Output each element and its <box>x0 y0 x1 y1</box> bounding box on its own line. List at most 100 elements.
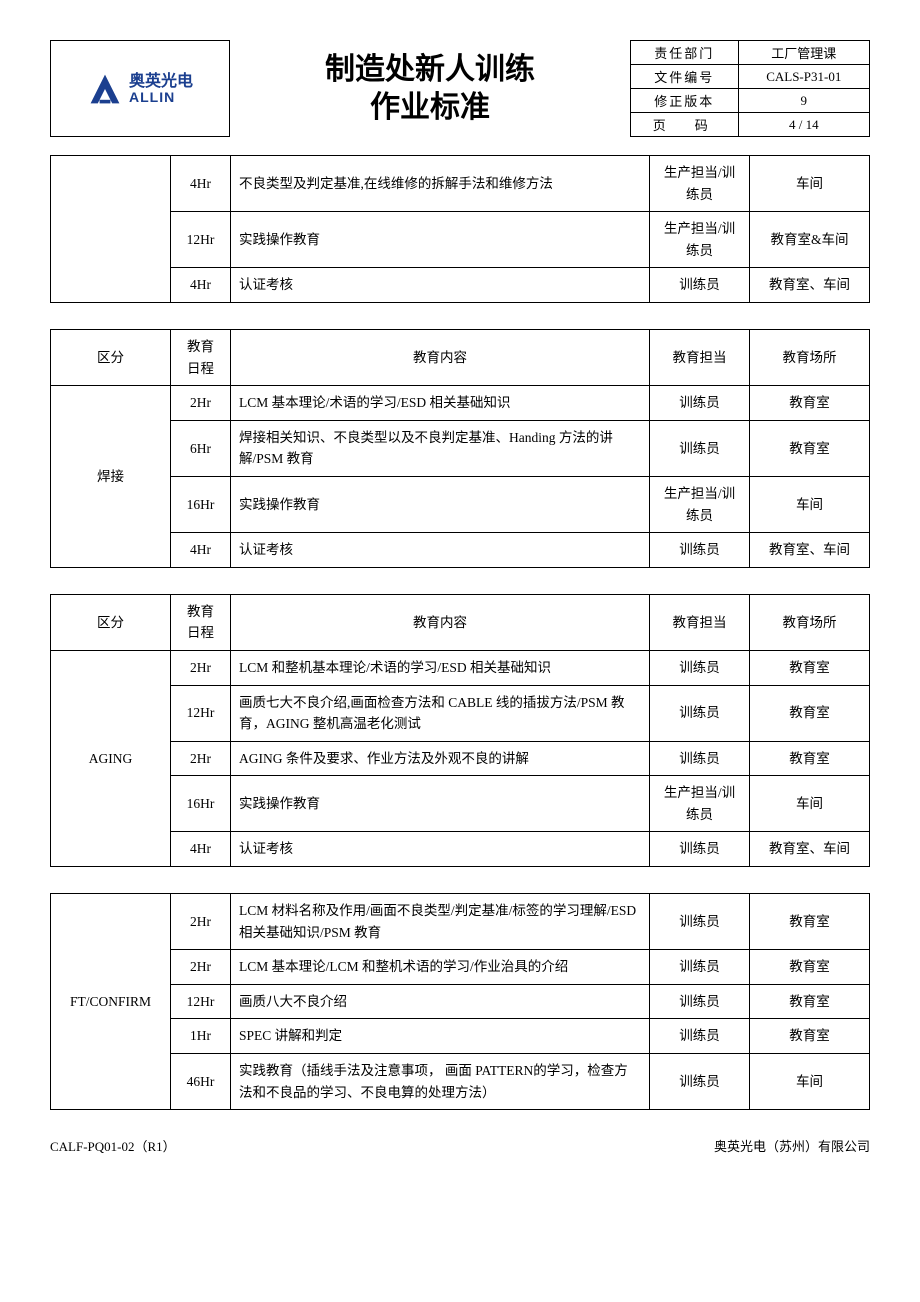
place-cell: 教育室 <box>750 386 870 421</box>
table-row: 12Hr 画质七大不良介绍,画面检查方法和 CABLE 线的插拔方法/PSM 教… <box>51 685 870 741</box>
owner-cell: 训练员 <box>650 650 750 685</box>
time-cell: 6Hr <box>171 420 231 476</box>
category-cell: FT/CONFIRM <box>51 894 171 1110</box>
table-row: 4Hr 认证考核 训练员 教育室、车间 <box>51 533 870 568</box>
category-cell: AGING <box>51 650 171 866</box>
table-row: AGING 2Hr LCM 和整机基本理论/术语的学习/ESD 相关基础知识 训… <box>51 650 870 685</box>
time-cell: 12Hr <box>171 212 231 268</box>
meta-page-value: 4 / 14 <box>738 113 869 137</box>
desc-cell: 认证考核 <box>231 832 650 867</box>
place-cell: 教育室 <box>750 984 870 1019</box>
table-ft-confirm: FT/CONFIRM 2Hr LCM 材料名称及作用/画面不良类型/判定基准/标… <box>50 893 870 1110</box>
header-schedule: 教育 日程 <box>171 329 231 385</box>
place-cell: 教育室 <box>750 685 870 741</box>
footer-left: CALF-PQ01-02（R1） <box>50 1136 176 1155</box>
header-schedule: 教育 日程 <box>171 594 231 650</box>
title-line-2: 作业标准 <box>370 89 490 127</box>
time-cell: 4Hr <box>171 832 231 867</box>
place-cell: 教育室 <box>750 420 870 476</box>
table-row: 4Hr 不良类型及判定基准,在线维修的拆解手法和维修方法 生产担当/训练员 车间 <box>51 156 870 212</box>
owner-cell: 训练员 <box>650 984 750 1019</box>
desc-cell: LCM 基本理论/术语的学习/ESD 相关基础知识 <box>231 386 650 421</box>
place-cell: 教育室 <box>750 950 870 985</box>
time-cell: 12Hr <box>171 685 231 741</box>
table-aging: 区分 教育 日程 教育内容 教育担当 教育场所 AGING 2Hr LCM 和整… <box>50 594 870 867</box>
place-cell: 教育室 <box>750 1019 870 1054</box>
place-cell: 车间 <box>750 476 870 532</box>
table-row: 4Hr 认证考核 训练员 教育室、车间 <box>51 268 870 303</box>
page-footer: CALF-PQ01-02（R1） 奥英光电（苏州）有限公司 <box>50 1136 870 1155</box>
meta-docno-value: CALS-P31-01 <box>738 65 869 89</box>
time-cell: 16Hr <box>171 476 231 532</box>
place-cell: 车间 <box>750 156 870 212</box>
time-cell: 2Hr <box>171 894 231 950</box>
meta-rev-value: 9 <box>738 89 869 113</box>
header-content: 教育内容 <box>231 329 650 385</box>
table-row: 6Hr 焊接相关知识、不良类型以及不良判定基准、Handing 方法的讲解/PS… <box>51 420 870 476</box>
meta-docno-label: 文件编号 <box>631 65 739 89</box>
owner-cell: 训练员 <box>650 832 750 867</box>
desc-cell: SPEC 讲解和判定 <box>231 1019 650 1054</box>
owner-cell: 生产担当/训练员 <box>650 476 750 532</box>
owner-cell: 训练员 <box>650 894 750 950</box>
time-cell: 2Hr <box>171 741 231 776</box>
table-row: 12Hr 实践操作教育 生产担当/训练员 教育室&车间 <box>51 212 870 268</box>
place-cell: 教育室 <box>750 650 870 685</box>
time-cell: 16Hr <box>171 776 231 832</box>
desc-cell: 实践教育（插线手法及注意事项， 画面 PATTERN的学习，检查方法和不良品的学… <box>231 1054 650 1110</box>
table-row: 2Hr AGING 条件及要求、作业方法及外观不良的讲解 训练员 教育室 <box>51 741 870 776</box>
owner-cell: 训练员 <box>650 1019 750 1054</box>
time-cell: 2Hr <box>171 650 231 685</box>
header-category: 区分 <box>51 594 171 650</box>
owner-cell: 训练员 <box>650 685 750 741</box>
time-cell: 46Hr <box>171 1054 231 1110</box>
category-cell: 焊接 <box>51 386 171 568</box>
place-cell: 车间 <box>750 1054 870 1110</box>
time-cell: 1Hr <box>171 1019 231 1054</box>
header-place: 教育场所 <box>750 594 870 650</box>
owner-cell: 训练员 <box>650 533 750 568</box>
category-cell <box>51 156 171 303</box>
owner-cell: 生产担当/训练员 <box>650 212 750 268</box>
desc-cell: 认证考核 <box>231 268 650 303</box>
meta-page-label: 页 码 <box>631 113 739 137</box>
table-row: 4Hr 认证考核 训练员 教育室、车间 <box>51 832 870 867</box>
meta-dept-label: 责任部门 <box>631 41 739 65</box>
logo-icon <box>87 71 123 107</box>
place-cell: 教育室、车间 <box>750 533 870 568</box>
place-cell: 教育室、车间 <box>750 832 870 867</box>
table-row: FT/CONFIRM 2Hr LCM 材料名称及作用/画面不良类型/判定基准/标… <box>51 894 870 950</box>
table-row: 16Hr 实践操作教育 生产担当/训练员 车间 <box>51 476 870 532</box>
owner-cell: 训练员 <box>650 268 750 303</box>
time-cell: 4Hr <box>171 156 231 212</box>
place-cell: 车间 <box>750 776 870 832</box>
document-title: 制造处新人训练 作业标准 <box>230 40 630 137</box>
desc-cell: 画质七大不良介绍,画面检查方法和 CABLE 线的插拔方法/PSM 教育，AGI… <box>231 685 650 741</box>
owner-cell: 训练员 <box>650 741 750 776</box>
table-row: 1Hr SPEC 讲解和判定 训练员 教育室 <box>51 1019 870 1054</box>
header-owner: 教育担当 <box>650 329 750 385</box>
header-place: 教育场所 <box>750 329 870 385</box>
place-cell: 教育室、车间 <box>750 268 870 303</box>
owner-cell: 生产担当/训练员 <box>650 156 750 212</box>
table-row: 2Hr LCM 基本理论/LCM 和整机术语的学习/作业治具的介绍 训练员 教育… <box>51 950 870 985</box>
logo-text-cn: 奥英光电 <box>129 74 193 90</box>
logo-cell: 奥英光电 ALLIN <box>50 40 230 137</box>
document-header: 奥英光电 ALLIN 制造处新人训练 作业标准 责任部门 工厂管理课 文件编号 … <box>50 40 870 137</box>
desc-cell: 实践操作教育 <box>231 776 650 832</box>
table-top: 4Hr 不良类型及判定基准,在线维修的拆解手法和维修方法 生产担当/训练员 车间… <box>50 155 870 303</box>
desc-cell: 焊接相关知识、不良类型以及不良判定基准、Handing 方法的讲解/PSM 教育 <box>231 420 650 476</box>
time-cell: 4Hr <box>171 268 231 303</box>
time-cell: 12Hr <box>171 984 231 1019</box>
table-row: 46Hr 实践教育（插线手法及注意事项， 画面 PATTERN的学习，检查方法和… <box>51 1054 870 1110</box>
table-row: 12Hr 画质八大不良介绍 训练员 教育室 <box>51 984 870 1019</box>
logo-text-en: ALLIN <box>129 90 193 104</box>
meta-rev-label: 修正版本 <box>631 89 739 113</box>
owner-cell: 训练员 <box>650 950 750 985</box>
footer-right: 奥英光电（苏州）有限公司 <box>714 1136 870 1155</box>
desc-cell: 认证考核 <box>231 533 650 568</box>
desc-cell: LCM 基本理论/LCM 和整机术语的学习/作业治具的介绍 <box>231 950 650 985</box>
table-header-row: 区分 教育 日程 教育内容 教育担当 教育场所 <box>51 594 870 650</box>
desc-cell: LCM 材料名称及作用/画面不良类型/判定基准/标签的学习理解/ESD 相关基础… <box>231 894 650 950</box>
time-cell: 2Hr <box>171 950 231 985</box>
